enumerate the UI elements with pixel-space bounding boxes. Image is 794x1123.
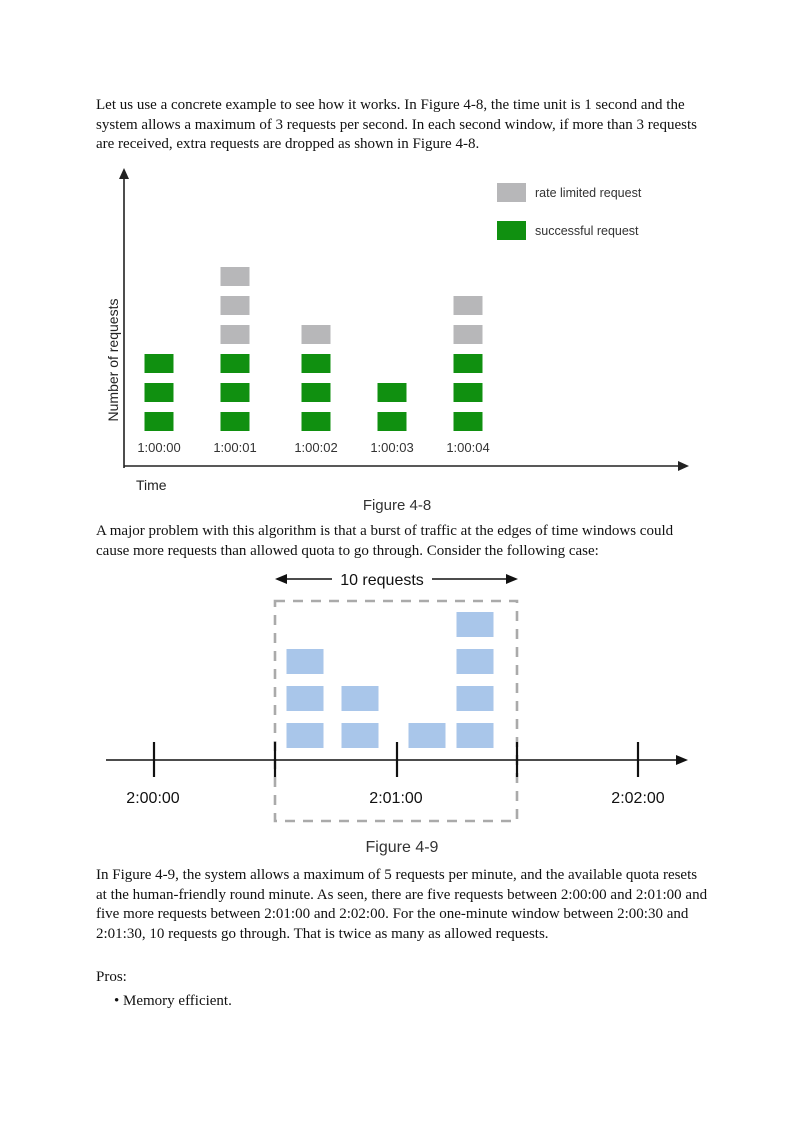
request-blocks [286,612,494,748]
timeline-axis [106,742,688,777]
pros-heading: Pros: [96,969,127,985]
legend-label-successful: successful request [535,224,639,238]
successful-request-block [453,354,483,373]
figure-caption: Figure 4-9 [366,839,439,856]
legend-swatch-successful [497,221,526,240]
successful-request-block [301,354,331,373]
window-arrow: 10 requests [275,572,518,589]
successful-request-block [144,383,174,402]
x-tick-label: 1:00:03 [370,440,413,455]
request-block [341,723,379,748]
figure-4-9: 10 requests 2:00:00 2:01:00 2:02:00 Figu… [106,572,688,856]
window-box [273,599,519,823]
legend-swatch-rate-limited [497,183,526,202]
request-block [456,723,494,748]
x-tick-label: 1:00:04 [446,440,489,455]
request-block [456,649,494,674]
rate-limited-request-block [220,325,250,344]
intro-paragraph: Let us use a concrete example to see how… [96,97,697,152]
window-label: 10 requests [340,572,424,589]
rate-limited-request-block [220,267,250,286]
tick-label-2-01-00: 2:01:00 [369,790,422,807]
rate-limited-request-block [453,296,483,315]
successful-request-block [301,412,331,431]
successful-request-block [144,412,174,431]
successful-request-block [220,354,250,373]
tick-label-2-00-00: 2:00:00 [126,790,179,807]
rate-limited-request-block [453,325,483,344]
request-block [456,686,494,711]
x-axis-label: Time [136,477,167,493]
x-tick-label: 1:00:01 [213,440,256,455]
problem-paragraph: A major problem with this algorithm is t… [96,523,674,559]
request-block [286,649,324,674]
request-block [341,686,379,711]
x-tick-label: 1:00:00 [137,440,180,455]
request-block [456,612,494,637]
request-block [408,723,446,748]
successful-request-block [220,412,250,431]
chart-axes [119,168,689,471]
successful-request-block [377,412,407,431]
successful-request-block [220,383,250,402]
successful-request-block [301,383,331,402]
legend-label-rate-limited: rate limited request [535,186,642,200]
x-tick-label: 1:00:02 [294,440,337,455]
figure-caption: Figure 4-8 [363,497,431,514]
bar-blocks [144,267,483,431]
rate-limited-request-block [301,325,331,344]
request-block [286,723,324,748]
tick-label-2-02-00: 2:02:00 [611,790,664,807]
tick-labels: 1:00:00 1:00:01 1:00:02 1:00:03 1:00:04 [137,440,489,455]
successful-request-block [144,354,174,373]
legend: rate limited request successful request [497,183,642,240]
rate-limited-request-block [220,296,250,315]
pros-list-item: • Memory efficient. [114,993,232,1009]
explanation-paragraph: In Figure 4-9, the system allows a maxim… [96,867,708,942]
request-block [286,686,324,711]
figure-4-8: Number of requests Time rate limited req… [105,168,689,514]
successful-request-block [453,383,483,402]
y-axis-label: Number of requests [105,299,121,422]
successful-request-block [453,412,483,431]
successful-request-block [377,383,407,402]
